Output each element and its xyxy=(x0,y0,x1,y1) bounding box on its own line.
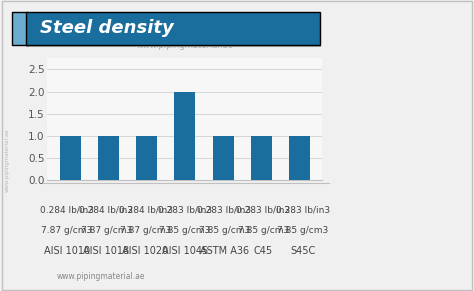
Bar xyxy=(174,92,195,180)
Bar xyxy=(98,136,119,180)
Text: www.pipingmaterial.ae: www.pipingmaterial.ae xyxy=(57,272,146,281)
Text: 7.87 g/cm3: 7.87 g/cm3 xyxy=(120,226,171,235)
Text: C45: C45 xyxy=(254,246,273,256)
Text: AISI 1045: AISI 1045 xyxy=(162,246,208,256)
Bar xyxy=(136,136,157,180)
Text: 7.85 g/cm3: 7.85 g/cm3 xyxy=(238,226,289,235)
Text: AISI 1010: AISI 1010 xyxy=(44,246,90,256)
Bar xyxy=(60,136,81,180)
Text: 0.284 lb/in3: 0.284 lb/in3 xyxy=(118,205,173,214)
Text: AISI 1018: AISI 1018 xyxy=(83,246,129,256)
Text: 0.283 lb/in3: 0.283 lb/in3 xyxy=(158,205,212,214)
Text: 7.87 g/cm3: 7.87 g/cm3 xyxy=(81,226,132,235)
Text: 0.283 lb/in3: 0.283 lb/in3 xyxy=(237,205,291,214)
Text: www.pipingmaterial.ae: www.pipingmaterial.ae xyxy=(5,128,9,192)
Text: S45C: S45C xyxy=(290,246,315,256)
Text: Steel density: Steel density xyxy=(40,19,174,37)
Bar xyxy=(251,136,272,180)
Text: 7.85 g/cm3: 7.85 g/cm3 xyxy=(159,226,210,235)
Text: 0.283 lb/in3: 0.283 lb/in3 xyxy=(275,205,330,214)
Text: www.pipingmaterial.ae: www.pipingmaterial.ae xyxy=(137,41,233,50)
Text: 0.284 lb/in3: 0.284 lb/in3 xyxy=(40,205,94,214)
Bar xyxy=(289,136,310,180)
Text: 7.85 g/cm3: 7.85 g/cm3 xyxy=(277,226,328,235)
Text: ASTM A36: ASTM A36 xyxy=(200,246,249,256)
Text: AISI 1020: AISI 1020 xyxy=(122,246,169,256)
Text: 0.283 lb/in3: 0.283 lb/in3 xyxy=(197,205,251,214)
Text: 0.284 lb/in3: 0.284 lb/in3 xyxy=(79,205,133,214)
Text: 7.85 g/cm3: 7.85 g/cm3 xyxy=(199,226,250,235)
Text: 7.87 g/cm3: 7.87 g/cm3 xyxy=(41,226,92,235)
Bar xyxy=(212,136,234,180)
